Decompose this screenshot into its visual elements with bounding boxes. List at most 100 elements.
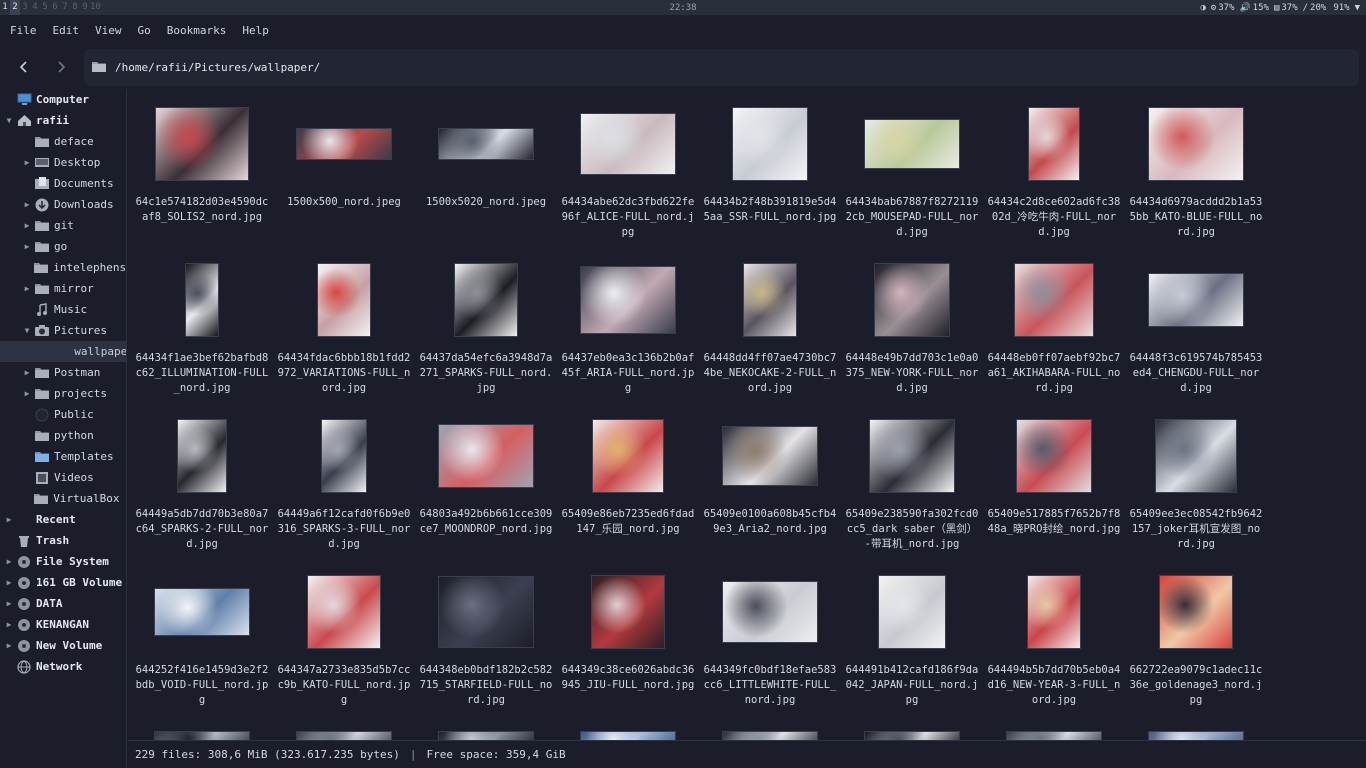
sidebar-item-computer[interactable]: Computer <box>0 89 126 110</box>
workspace-8[interactable]: 8 <box>72 2 78 12</box>
sidebar-item-git[interactable]: ▶ git <box>0 215 126 236</box>
file-item[interactable]: 64434fdac6bbb18b1fdd2972_VARIATIONS-FULL… <box>273 259 415 409</box>
file-item[interactable]: 64449a6f12cafd0f6b9e0316_SPARKS-3-FULL_n… <box>273 415 415 565</box>
collapsed-arrow-icon[interactable]: ▶ <box>24 242 30 251</box>
collapsed-arrow-icon[interactable]: ▶ <box>24 284 30 293</box>
file-item[interactable]: 64434c2d8ce602ad6fc3802d_冷吃牛肉-FULL_nord.… <box>983 103 1125 253</box>
menu-help[interactable]: Help <box>242 23 269 37</box>
file-item[interactable]: 65409e0100a608b45cfb49e3_Aria2_nord.jpg <box>699 415 841 565</box>
file-item[interactable]: 662722ea9079c1adec11c36e_goldenage3_nord… <box>1125 571 1267 721</box>
collapsed-arrow-icon[interactable]: ▶ <box>6 599 12 608</box>
sidebar-item-postman[interactable]: ▶ Postman <box>0 362 126 383</box>
file-item[interactable] <box>699 727 841 740</box>
sidebar-item-desktop[interactable]: ▶ Desktop <box>0 152 126 173</box>
sidebar-item-kenangan[interactable]: ▶ KENANGAN <box>0 614 126 635</box>
file-item[interactable]: 64448dd4ff07ae4730bc74be_NEKOCAKE-2-FULL… <box>699 259 841 409</box>
file-item[interactable]: 644252f416e1459d3e2f2bdb_VOID-FULL_nord.… <box>131 571 273 721</box>
file-item[interactable]: 644491b412cafd186f9da042_JAPAN-FULL_nord… <box>841 571 983 721</box>
workspace-10[interactable]: 10 <box>90 2 101 12</box>
workspace-9[interactable]: 9 <box>82 2 88 12</box>
file-item[interactable]: 644494b5b7dd70b5eb0a4d16_NEW-YEAR-3-FULL… <box>983 571 1125 721</box>
file-item[interactable] <box>557 727 699 740</box>
sidebar-item-projects[interactable]: ▶ projects <box>0 383 126 404</box>
workspace-5[interactable]: 5 <box>42 2 48 12</box>
collapsed-arrow-icon[interactable]: ▶ <box>24 221 30 230</box>
sidebar-item-trash[interactable]: Trash <box>0 530 126 551</box>
collapsed-arrow-icon[interactable]: ▶ <box>24 200 30 209</box>
file-item[interactable]: 64c1e574182d03e4590dcaf8_SOLIS2_nord.jpg <box>131 103 273 253</box>
workspace-6[interactable]: 6 <box>52 2 58 12</box>
sidebar-item-virtualbox-v[interactable]: VirtualBox V <box>0 488 126 509</box>
file-item[interactable]: 65409e517885f7652b7f848a_晓PRO封绘_nord.jpg <box>983 415 1125 565</box>
file-item[interactable]: 64434f1ae3bef62bafbd8c62_ILLUMINATION-FU… <box>131 259 273 409</box>
sidebar-item-file-system[interactable]: ▶ File System <box>0 551 126 572</box>
collapsed-arrow-icon[interactable]: ▶ <box>24 389 30 398</box>
sidebar-item-recent[interactable]: ▶ Recent <box>0 509 126 530</box>
file-item[interactable]: 65409e238590fa302fcd0cc5_dark saber（黑剑）-… <box>841 415 983 565</box>
sidebar-item-python[interactable]: python <box>0 425 126 446</box>
file-item[interactable]: 1500x500_nord.jpeg <box>273 103 415 253</box>
sidebar-item-network[interactable]: Network <box>0 656 126 677</box>
collapsed-arrow-icon[interactable]: ▶ <box>6 515 12 524</box>
workspace-3[interactable]: 3 <box>22 2 28 12</box>
menu-edit[interactable]: Edit <box>52 23 80 37</box>
sidebar-item-deface[interactable]: deface <box>0 131 126 152</box>
file-item[interactable]: 64437da54efc6a3948d7a271_SPARKS-FULL_nor… <box>415 259 557 409</box>
sidebar-item-intelephense[interactable]: intelephense <box>0 257 126 278</box>
collapsed-arrow-icon[interactable]: ▶ <box>24 368 30 377</box>
sidebar-item-documents[interactable]: Documents <box>0 173 126 194</box>
path-input[interactable]: /home/rafii/Pictures/wallpaper/ <box>84 49 1359 86</box>
file-item[interactable]: 64434d6979acddd2b1a535bb_KATO-BLUE-FULL_… <box>1125 103 1267 253</box>
file-item[interactable]: 64434abe62dc3fbd622fe96f_ALICE-FULL_nord… <box>557 103 699 253</box>
sidebar-item-new-volume[interactable]: ▶ New Volume <box>0 635 126 656</box>
file-item[interactable]: 1500x5020_nord.jpeg <box>415 103 557 253</box>
menu-go[interactable]: Go <box>137 23 151 37</box>
file-item[interactable]: 64434b2f48b391819e5d45aa_SSR-FULL_nord.j… <box>699 103 841 253</box>
file-item[interactable] <box>841 727 983 740</box>
sidebar-item-go[interactable]: ▶ go <box>0 236 126 257</box>
file-item[interactable]: 64448f3c619574b785453ed4_CHENGDU-FULL_no… <box>1125 259 1267 409</box>
workspace-1[interactable]: 1 <box>2 2 8 12</box>
sidebar-item-music[interactable]: Music <box>0 299 126 320</box>
file-item[interactable]: 64448e49b7dd703c1e0a0375_NEW-YORK-FULL_n… <box>841 259 983 409</box>
menu-view[interactable]: View <box>95 23 122 37</box>
back-button[interactable] <box>12 55 36 79</box>
file-item[interactable]: 644347a2733e835d5b7ccc9b_KATO-FULL_nord.… <box>273 571 415 721</box>
sidebar-item-mirror[interactable]: ▶ mirror <box>0 278 126 299</box>
file-item[interactable]: 64449a5db7dd70b3e80a7c64_SPARKS-2-FULL_n… <box>131 415 273 565</box>
forward-button[interactable] <box>49 55 73 79</box>
expanded-arrow-icon[interactable]: ▼ <box>6 116 12 125</box>
file-item[interactable] <box>273 727 415 740</box>
menu-file[interactable]: File <box>10 23 37 37</box>
file-item[interactable]: 644348eb0bdf182b2c582715_STARFIELD-FULL_… <box>415 571 557 721</box>
workspace-7[interactable]: 7 <box>62 2 68 12</box>
menu-bookmarks[interactable]: Bookmarks <box>166 23 227 37</box>
collapsed-arrow-icon[interactable]: ▶ <box>6 578 12 587</box>
file-item[interactable]: 64803a492b6b661cce309ce7_MOONDROP_nord.j… <box>415 415 557 565</box>
sidebar-item-wallpaper[interactable]: wallpaper <box>0 341 126 362</box>
file-item[interactable] <box>983 727 1125 740</box>
collapsed-arrow-icon[interactable]: ▶ <box>24 158 30 167</box>
file-item[interactable]: 65409e86eb7235ed6fdad147_乐园_nord.jpg <box>557 415 699 565</box>
collapsed-arrow-icon[interactable]: ▶ <box>6 557 12 566</box>
sidebar-item-public[interactable]: Public <box>0 404 126 425</box>
file-item[interactable] <box>415 727 557 740</box>
collapsed-arrow-icon[interactable]: ▶ <box>6 620 12 629</box>
file-item[interactable]: 64437eb0ea3c136b2b0af45f_ARIA-FULL_nord.… <box>557 259 699 409</box>
sidebar-item-videos[interactable]: Videos <box>0 467 126 488</box>
file-item[interactable]: 644349fc0bdf18efae583cc6_LITTLEWHITE-FUL… <box>699 571 841 721</box>
expanded-arrow-icon[interactable]: ▼ <box>24 326 30 335</box>
file-item[interactable] <box>131 727 273 740</box>
workspace-switcher[interactable]: 1 2 3 4 5 6 7 8 9 10 <box>0 0 101 15</box>
file-item[interactable]: 644349c38ce6026abdc36945_JIU-FULL_nord.j… <box>557 571 699 721</box>
sidebar-item-templates[interactable]: Templates <box>0 446 126 467</box>
collapsed-arrow-icon[interactable]: ▶ <box>6 641 12 650</box>
sidebar-item-161-gb-volume[interactable]: ▶ 161 GB Volume <box>0 572 126 593</box>
workspace-2[interactable]: 2 <box>10 0 20 15</box>
file-item[interactable]: 65409ee3ec08542fb9642157_joker耳机宣发图_nord… <box>1125 415 1267 565</box>
sidebar-item-data[interactable]: ▶ DATA <box>0 593 126 614</box>
file-item[interactable] <box>1125 727 1267 740</box>
sidebar-item-rafii[interactable]: ▼ rafii <box>0 110 126 131</box>
file-item[interactable]: 64434bab67887f82721192cb_MOUSEPAD-FULL_n… <box>841 103 983 253</box>
workspace-4[interactable]: 4 <box>32 2 38 12</box>
